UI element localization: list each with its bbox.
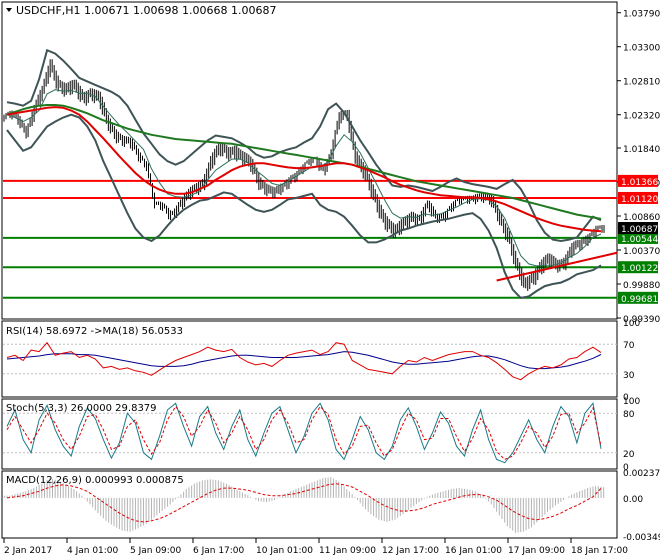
price-tick-label: 0.99880 bbox=[623, 281, 660, 291]
price-tick-label: 1.02320 bbox=[623, 112, 660, 122]
rsi-tick-label: 100 bbox=[623, 319, 640, 329]
time-tick-label: 5 Jan 09:00 bbox=[130, 546, 182, 556]
time-tick-label: 18 Jan 17:00 bbox=[571, 546, 628, 556]
rsi-title: RSI(14) 58.6972 ->MA(18) 56.0533 bbox=[6, 326, 183, 337]
price-tick-label: 1.00370 bbox=[623, 247, 660, 257]
price-plot bbox=[3, 48, 618, 299]
level-price-box bbox=[618, 174, 658, 187]
current-price-label: 1.00687 bbox=[621, 225, 658, 235]
price-tick-label: 1.01840 bbox=[623, 145, 660, 155]
price-tick-label: 0.99390 bbox=[623, 315, 660, 325]
level-price-label: 1.00544 bbox=[621, 235, 658, 245]
support-trend-line bbox=[496, 251, 618, 282]
rsi-tick-label: 0 bbox=[623, 393, 629, 403]
level-price-label: 1.00122 bbox=[621, 264, 658, 274]
rsi-plot bbox=[3, 341, 617, 381]
rsi-tick-label: 70 bbox=[623, 341, 635, 351]
time-tick-label: 12 Jan 17:00 bbox=[382, 546, 439, 556]
axes: 1.03790 1.03300 1.02810 1.02320 1.01840 1.013… bbox=[3, 10, 660, 556]
time-tick-label: 11 Jan 09:00 bbox=[319, 546, 376, 556]
time-tick-label: 16 Jan 01:00 bbox=[445, 546, 502, 556]
bollinger-upper-line bbox=[6, 48, 602, 243]
time-tick-label: 2 Jan 2017 bbox=[4, 546, 52, 556]
stoch-tick-label: 0 bbox=[623, 463, 629, 473]
stoch-d-line bbox=[6, 405, 602, 460]
stoch-tick-label: 80 bbox=[623, 410, 635, 420]
time-tick-label: 10 Jan 01:00 bbox=[256, 546, 313, 556]
price-tick-label: 1.03790 bbox=[623, 10, 660, 20]
ma-red-line bbox=[6, 106, 602, 233]
macd-signal-line bbox=[6, 483, 602, 523]
time-tick-label: 6 Jan 17:00 bbox=[193, 546, 245, 556]
stoch-tick-label: 100 bbox=[623, 397, 640, 407]
price-tick-label: 1.00860 bbox=[623, 213, 660, 223]
level-price-label: 1.01120 bbox=[621, 195, 658, 205]
stoch-k-line bbox=[6, 402, 602, 464]
macd-plot bbox=[3, 477, 605, 533]
time-tick-label: 17 Jan 09:00 bbox=[508, 546, 565, 556]
price-pane-border bbox=[1, 1, 618, 320]
macd-pane-border bbox=[1, 470, 618, 539]
level-price-box bbox=[618, 261, 658, 274]
ema-fast-line bbox=[6, 89, 602, 267]
level-price-box bbox=[618, 231, 658, 244]
pane-borders bbox=[1, 1, 618, 539]
price-tick-label: 1.02810 bbox=[623, 78, 660, 88]
rsi-pane-border bbox=[1, 320, 618, 398]
macd-tick-label: 0.002371 bbox=[623, 469, 660, 479]
macd-tick-label: -0.003494 bbox=[623, 533, 660, 543]
symbol-header: USDCHF,H1 1.00671 1.00698 1.00668 1.0068… bbox=[16, 4, 277, 17]
rsi-tick-label: 30 bbox=[623, 371, 635, 381]
level-price-label: 0.99681 bbox=[621, 295, 658, 305]
rsi-line bbox=[6, 341, 602, 381]
macd-tick-label: 0.00 bbox=[623, 495, 643, 505]
bollinger-lower-line bbox=[6, 113, 602, 299]
level-price-box bbox=[618, 191, 658, 204]
stoch-pane-border bbox=[1, 398, 618, 470]
time-tick-label: 4 Jan 01:00 bbox=[67, 546, 119, 556]
level-price-label: 1.01366 bbox=[621, 178, 658, 188]
stoch-title: Stoch(5,3,3) 26.0000 29.8379 bbox=[6, 403, 157, 414]
rsi-ma-line bbox=[6, 351, 602, 370]
level-price-box bbox=[618, 291, 658, 304]
price-tick-label: 1.03300 bbox=[623, 44, 660, 54]
current-price-box bbox=[618, 222, 658, 235]
ma-green-line bbox=[6, 104, 602, 220]
macd-title: MACD(12,26,9) 0.000993 0.000875 bbox=[6, 475, 184, 486]
dropdown-triangle-icon[interactable] bbox=[6, 8, 12, 12]
stoch-tick-label: 20 bbox=[623, 450, 635, 460]
stoch-plot bbox=[3, 402, 617, 464]
